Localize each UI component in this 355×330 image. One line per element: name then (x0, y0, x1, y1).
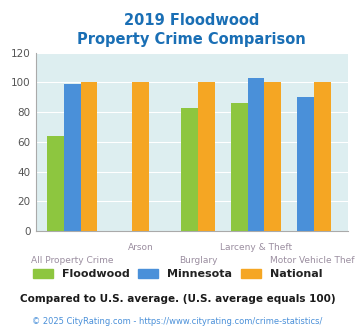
Bar (198, 82, 215, 231)
Title: 2019 Floodwood
Property Crime Comparison: 2019 Floodwood Property Crime Comparison (77, 13, 306, 48)
Text: © 2025 CityRating.com - https://www.cityrating.com/crime-statistics/: © 2025 CityRating.com - https://www.city… (32, 317, 323, 326)
Bar (264, 82, 281, 231)
Text: Compared to U.S. average. (U.S. average equals 100): Compared to U.S. average. (U.S. average … (20, 294, 335, 304)
Bar (132, 82, 149, 231)
Bar (248, 78, 264, 231)
Text: Burglary: Burglary (179, 256, 218, 265)
Text: All Property Crime: All Property Crime (31, 256, 114, 265)
Legend: Floodwood, Minnesota, National: Floodwood, Minnesota, National (28, 265, 327, 284)
Bar (47, 136, 64, 231)
Text: Arson: Arson (128, 243, 153, 251)
Text: Motor Vehicle Theft: Motor Vehicle Theft (270, 256, 355, 265)
Bar (297, 97, 314, 231)
Bar (231, 103, 248, 231)
Bar (181, 108, 198, 231)
Bar (314, 82, 331, 231)
Bar (81, 82, 98, 231)
Text: Larceny & Theft: Larceny & Theft (220, 243, 292, 251)
Bar (64, 84, 81, 231)
